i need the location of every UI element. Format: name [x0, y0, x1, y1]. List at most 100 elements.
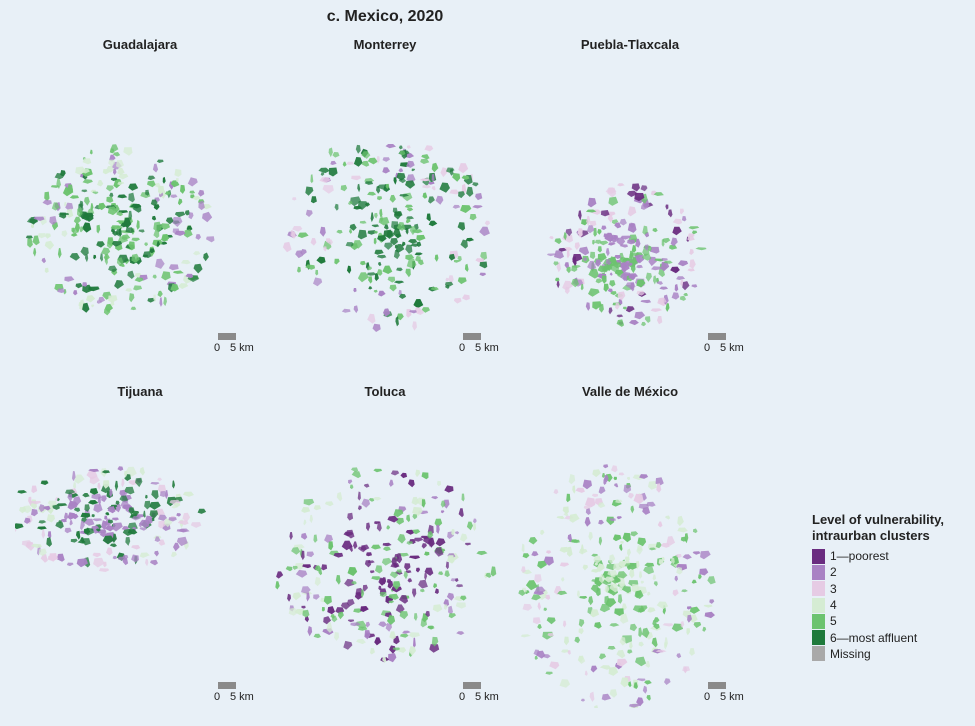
map-polygon — [395, 233, 402, 238]
map-polygon — [44, 240, 55, 250]
map-polygon — [568, 474, 576, 485]
map-polygon — [128, 241, 135, 250]
map-polygon — [38, 548, 47, 557]
map-polygon — [440, 510, 445, 514]
map-polygon — [393, 509, 404, 518]
map-polygon — [605, 248, 610, 257]
map-polygon — [345, 242, 355, 247]
map-polygon — [84, 212, 94, 222]
city-map — [15, 466, 207, 572]
map-polygon — [635, 238, 641, 248]
map-polygon — [575, 487, 585, 493]
legend-swatch — [812, 646, 825, 662]
city-map — [275, 467, 497, 663]
map-polygon — [457, 222, 466, 231]
map-polygon — [150, 559, 158, 566]
map-polygon — [378, 217, 390, 226]
map-polygon — [130, 306, 137, 311]
map-polygon — [665, 515, 671, 520]
map-polygon — [609, 689, 618, 698]
map-polygon — [619, 543, 623, 552]
map-polygon — [122, 558, 129, 566]
map-polygon — [347, 619, 355, 623]
map-polygon — [460, 595, 467, 601]
map-polygon — [177, 198, 183, 206]
map-polygon — [709, 599, 715, 604]
map-polygon — [640, 205, 649, 210]
map-polygon — [302, 564, 311, 569]
map-polygon — [351, 175, 362, 181]
map-polygon — [556, 262, 561, 273]
map-polygon — [117, 181, 125, 186]
map-polygon — [396, 553, 403, 564]
map-polygon — [604, 585, 610, 594]
map-polygon — [576, 590, 580, 598]
map-polygon — [479, 261, 488, 269]
map-polygon — [559, 679, 571, 688]
map-polygon — [174, 211, 186, 218]
map-polygon — [655, 542, 662, 549]
map-polygon — [45, 233, 51, 239]
map-polygon — [652, 574, 657, 581]
map-polygon — [297, 232, 309, 238]
scale-bar-graphic — [708, 682, 726, 689]
map-polygon — [198, 189, 205, 197]
map-polygon — [672, 218, 683, 225]
map-polygon — [143, 510, 146, 518]
map-polygon — [591, 493, 599, 498]
map-polygon — [616, 649, 626, 659]
legend-label: 5 — [830, 614, 837, 629]
map-polygon — [400, 472, 408, 479]
map-polygon — [93, 557, 105, 568]
map-polygon — [396, 267, 403, 272]
map-polygon — [347, 512, 354, 521]
map-polygon — [449, 189, 460, 195]
map-polygon — [173, 270, 184, 274]
map-polygon — [537, 560, 547, 569]
map-polygon — [615, 499, 623, 504]
legend-item: 1—poorest — [812, 548, 972, 564]
map-polygon — [33, 248, 37, 257]
map-polygon — [436, 524, 440, 534]
map-polygon — [343, 640, 353, 650]
map-polygon — [597, 228, 602, 235]
map-polygon — [574, 636, 581, 644]
map-polygon — [651, 637, 658, 648]
map-polygon — [390, 470, 400, 476]
map-polygon — [588, 288, 600, 297]
map-polygon — [446, 592, 455, 601]
map-polygon — [655, 477, 664, 486]
map-polygon — [314, 565, 322, 572]
scale-label: 5 km — [230, 342, 254, 354]
map-polygon — [617, 594, 623, 604]
map-polygon — [537, 602, 541, 611]
map-polygon — [127, 529, 138, 535]
map-polygon — [173, 542, 180, 552]
map-polygon — [276, 571, 284, 579]
scale-bar: 0 5 km — [210, 682, 270, 706]
map-polygon — [31, 485, 38, 494]
map-polygon — [395, 316, 399, 327]
map-polygon — [557, 590, 568, 596]
map-polygon — [158, 514, 167, 521]
map-polygon — [334, 632, 340, 641]
map-polygon — [128, 507, 135, 515]
map-polygon — [385, 623, 392, 632]
legend-label: 6—most affluent — [830, 630, 918, 645]
map-polygon — [422, 184, 432, 189]
map-polygon — [121, 526, 129, 530]
map-polygon — [676, 276, 686, 280]
map-polygon — [370, 212, 374, 223]
map-polygon — [108, 295, 118, 303]
map-polygon — [424, 572, 428, 581]
map-polygon — [405, 218, 411, 224]
map-polygon — [627, 223, 637, 233]
map-polygon — [106, 185, 114, 192]
scale-label: 5 km — [230, 691, 254, 703]
map-polygon — [693, 622, 702, 628]
map-polygon — [80, 537, 85, 543]
map-polygon — [537, 624, 542, 630]
map-polygon — [400, 633, 409, 638]
map-polygon — [589, 220, 597, 227]
map-polygon — [662, 623, 674, 627]
